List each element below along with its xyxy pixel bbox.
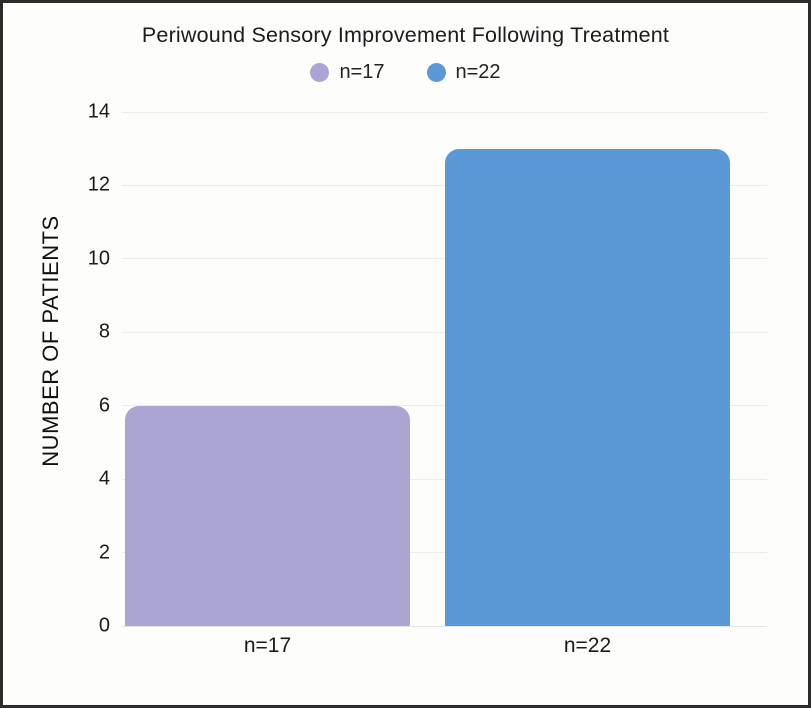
legend-item: n=17 <box>310 61 385 84</box>
gridline <box>122 111 767 113</box>
bar-n17 <box>125 405 410 626</box>
y-tick-label: 10 <box>87 247 110 270</box>
chart-title: Periwound Sensory Improvement Following … <box>141 23 670 47</box>
y-tick-label: 2 <box>98 541 110 564</box>
y-tick-label: 12 <box>87 173 110 196</box>
legend-item: n=22 <box>426 61 501 84</box>
bar-n22 <box>445 148 730 626</box>
legend: n=17 n=22 <box>3 61 808 84</box>
y-tick-label: 4 <box>98 467 110 490</box>
x-tick-label: n=22 <box>563 634 612 657</box>
legend-dot-icon <box>310 63 330 82</box>
y-tick-label: 0 <box>98 614 110 637</box>
gridline <box>122 405 767 407</box>
y-tick-label: 8 <box>98 320 110 343</box>
gridline <box>122 625 767 627</box>
gridline <box>122 184 767 186</box>
legend-label: n=22 <box>455 61 501 83</box>
legend-dot-icon <box>426 63 446 82</box>
x-tick-label: n=17 <box>243 634 292 657</box>
gridline <box>122 258 767 260</box>
plot-area: 0 2 4 6 8 10 12 14 n=17 n=22 <box>88 101 767 657</box>
gridline <box>122 552 767 554</box>
y-tick-label: 6 <box>98 394 110 417</box>
gridline <box>122 478 767 480</box>
legend-label: n=17 <box>339 61 385 83</box>
y-tick-label: 14 <box>87 100 110 123</box>
gridline <box>122 331 767 333</box>
